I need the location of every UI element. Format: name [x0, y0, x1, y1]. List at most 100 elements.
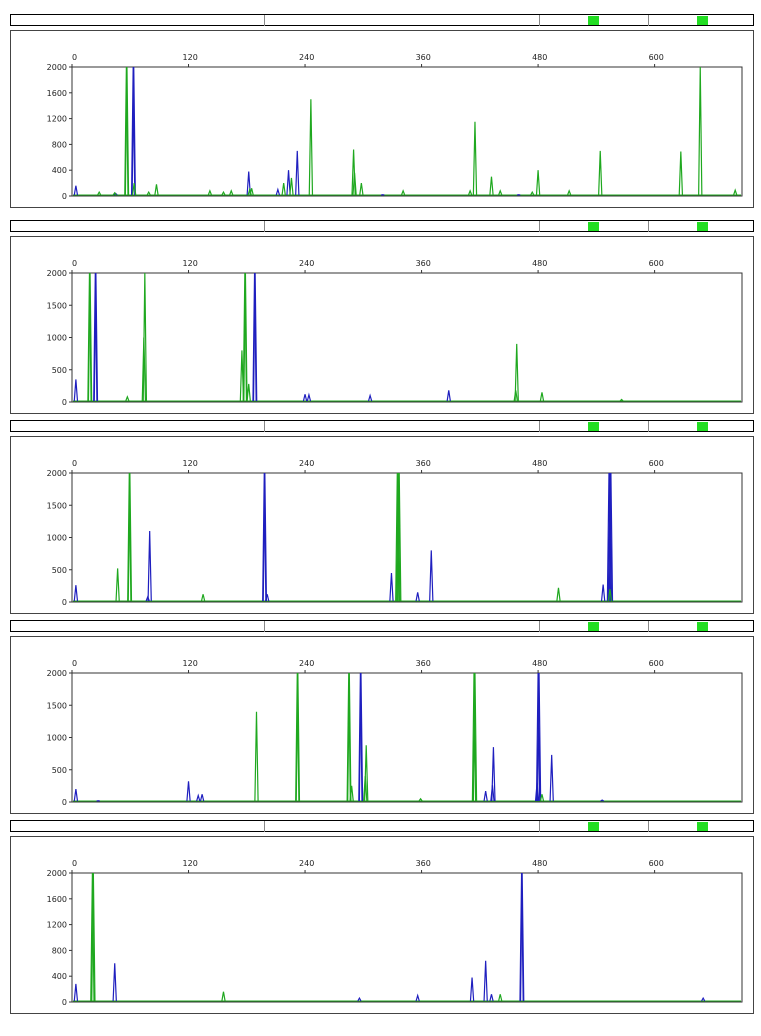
x-tick-label: 240	[299, 459, 314, 468]
blue-peak	[608, 472, 614, 602]
header-divider	[539, 621, 540, 632]
x-tick-label: 0	[72, 459, 77, 468]
green-peak	[535, 170, 541, 196]
blue-peak	[196, 793, 201, 802]
header-green-marker	[588, 822, 599, 831]
green-peak	[556, 587, 561, 602]
blue-peak	[252, 272, 258, 402]
green-peak	[131, 183, 137, 196]
blue-peak	[483, 960, 488, 1002]
y-tick-label: 2000	[47, 469, 67, 478]
panel-header-bar	[10, 220, 754, 232]
green-peak	[514, 343, 519, 402]
green-peak	[396, 472, 401, 602]
green-peak	[359, 183, 364, 196]
blue-peak	[302, 394, 308, 402]
y-tick-label: 500	[52, 566, 67, 575]
chart-panel-3: 0 120 240 360 480 600 0 500 1000 1500 2000	[10, 420, 754, 614]
header-green-marker	[697, 422, 708, 431]
green-peak	[397, 472, 402, 602]
header-green-marker	[697, 622, 708, 631]
green-peak	[539, 794, 545, 802]
x-tick-label: 600	[649, 53, 664, 62]
header-green-marker	[588, 222, 599, 231]
green-peak	[698, 66, 703, 196]
green-peak	[221, 190, 226, 196]
x-tick-label: 360	[416, 859, 431, 868]
x-tick-label: 360	[416, 259, 431, 268]
header-divider	[539, 421, 540, 432]
y-tick-label: 0	[62, 192, 67, 201]
y-tick-label: 1200	[47, 921, 67, 930]
x-tick-label: 600	[649, 859, 664, 868]
header-green-marker	[697, 16, 708, 25]
y-tick-label: 400	[52, 166, 67, 175]
green-peak	[289, 177, 294, 196]
x-tick-label: 120	[183, 53, 198, 62]
y-tick-label: 0	[62, 998, 67, 1007]
y-tick-label: 1600	[47, 89, 67, 98]
panel-header-bar	[10, 420, 754, 432]
green-peak	[498, 994, 503, 1002]
x-tick-label: 0	[72, 659, 77, 668]
green-peak	[349, 785, 354, 802]
blue-peak	[415, 592, 420, 602]
header-divider	[264, 15, 265, 26]
header-green-marker	[697, 222, 708, 231]
green-peak	[678, 151, 684, 196]
green-peak	[124, 66, 130, 196]
y-tick-label: 0	[62, 598, 67, 607]
header-divider	[264, 621, 265, 632]
x-tick-label: 480	[532, 859, 547, 868]
blue-peak	[262, 472, 268, 602]
x-tick-label: 600	[649, 259, 664, 268]
y-tick-label: 800	[52, 946, 67, 955]
y-tick-label: 1500	[47, 501, 67, 510]
plot-frame: 0 120 240 360 480 600 0 400 800 1200 1600 2000	[10, 30, 754, 208]
blue-peak	[286, 170, 291, 196]
green-peak	[472, 672, 478, 802]
chart-panel-4: 0 120 240 360 480 600 0 500 1000 1500 2000	[10, 620, 754, 814]
blue-peak	[112, 963, 117, 1002]
green-peak	[566, 189, 572, 196]
y-tick-label: 0	[62, 398, 67, 407]
x-tick-label: 0	[72, 859, 77, 868]
header-divider	[264, 821, 265, 832]
plot-axes	[71, 66, 743, 197]
blue-peak	[535, 672, 541, 802]
y-tick-label: 2000	[47, 669, 67, 678]
y-tick-label: 2000	[47, 269, 67, 278]
x-tick-label: 480	[532, 259, 547, 268]
plot-frame: 0 120 240 360 480 600 0 500 1000 1500 2000	[10, 436, 754, 614]
green-peak	[598, 150, 603, 196]
y-tick-label: 400	[52, 972, 67, 981]
x-tick-label: 0	[72, 259, 77, 268]
green-peak	[221, 991, 226, 1002]
header-divider	[648, 421, 649, 432]
blue-peak	[73, 379, 79, 402]
blue-peak	[607, 472, 613, 602]
blue-peak	[73, 585, 79, 602]
green-peak	[352, 172, 357, 196]
green-peak	[125, 395, 130, 402]
green-peak	[295, 672, 301, 802]
green-peak	[539, 392, 545, 402]
y-tick-label: 1000	[47, 334, 67, 343]
x-tick-label: 240	[299, 259, 314, 268]
blue-peak	[519, 872, 525, 1002]
green-peak	[308, 99, 314, 196]
blue-peak	[246, 171, 251, 196]
y-tick-label: 1500	[47, 701, 67, 710]
blue-peak	[73, 983, 79, 1002]
green-peak	[607, 589, 613, 602]
header-divider	[648, 15, 649, 26]
green-peak	[254, 711, 259, 802]
plot-frame: 0 120 240 360 480 600 0 500 1000 1500 2000	[10, 236, 754, 414]
y-tick-label: 1000	[47, 534, 67, 543]
plot-axes	[71, 872, 743, 1003]
green-peak	[87, 272, 93, 402]
green-peak	[400, 189, 406, 196]
x-tick-label: 120	[183, 459, 198, 468]
x-tick-label: 360	[416, 53, 431, 62]
y-tick-label: 500	[52, 766, 67, 775]
